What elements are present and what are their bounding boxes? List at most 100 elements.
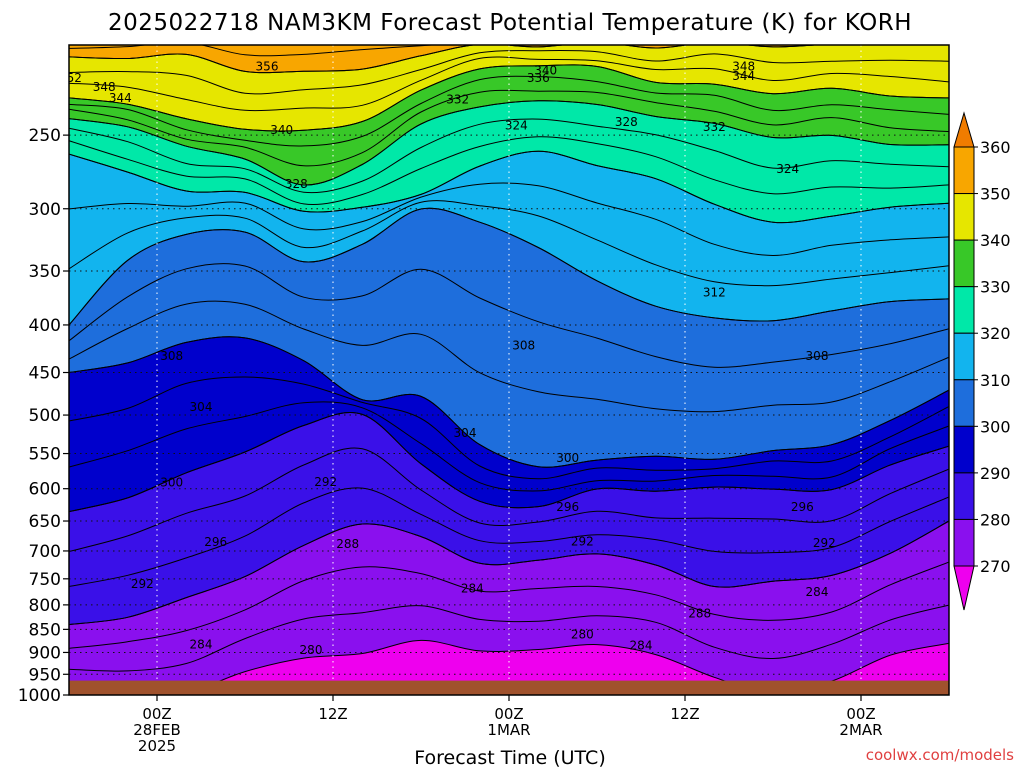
contour-label: 292 (813, 536, 836, 550)
contour-label: 288 (688, 606, 711, 620)
y-tick-label: 950 (29, 665, 61, 685)
y-tick-label: 450 (29, 364, 61, 384)
isotherm-line (69, 604, 949, 672)
isotherm-line (69, 412, 949, 513)
colorbar-legend: 360 350 340 330 320 310 300 290 280 270 (953, 111, 1011, 611)
ground-surface (69, 680, 949, 695)
x-tick-label: 2MAR (839, 721, 882, 739)
contour-label: 336 (527, 71, 550, 85)
contour-label: 288 (336, 537, 359, 551)
contour-label: 292 (131, 577, 154, 591)
isotherm-line (69, 487, 949, 587)
colorbar-bottom-arrow (953, 565, 975, 611)
y-tick-label: 300 (29, 200, 61, 220)
y-tick-label: 350 (29, 262, 61, 282)
x-tick-label: 12Z (318, 705, 347, 723)
contour-label: 304 (454, 426, 477, 440)
contour-label: 344 (732, 69, 755, 83)
x-tick-label: 00Z (846, 705, 875, 723)
contour-label: 348 (93, 80, 116, 94)
colorbar-swatch (953, 193, 975, 241)
colorbar-swatch (953, 518, 975, 567)
colorbar-label: 350 (980, 185, 1011, 204)
y-tick-label: 750 (29, 570, 61, 590)
isotherm-line (69, 75, 949, 147)
contour-label: 356 (256, 60, 279, 74)
colorbar-swatch (953, 425, 975, 474)
x-tick-label: 1MAR (487, 721, 530, 739)
contour-label: 284 (190, 637, 213, 651)
colorbar-swatch (953, 379, 975, 427)
y-tick-label: 600 (29, 480, 61, 500)
contour-label: 332 (703, 120, 726, 134)
colorbar-label: 270 (980, 557, 1011, 576)
contour-label: 300 (160, 476, 183, 490)
contour-label: 352 (59, 71, 82, 85)
contour-label: 280 (300, 643, 323, 657)
grid-lines (69, 45, 949, 695)
contour-label: 340 (534, 63, 557, 77)
contour-label: 284 (461, 581, 484, 595)
contour-label: 308 (512, 339, 535, 353)
isotherm-line (69, 447, 949, 552)
contour-label: 284 (630, 639, 653, 653)
isotherm-line (69, 45, 439, 57)
isotherm-line (69, 200, 949, 287)
contour-label: 328 (285, 177, 308, 191)
contour-label: 348 (732, 60, 755, 74)
contour-label: 328 (615, 115, 638, 129)
watermark: coolwx.com/models (866, 746, 1014, 764)
y-axis: 250 300 350 400 450 500 550 600 650 700 750 800 850 9… (18, 126, 69, 706)
isotherm-line (69, 262, 949, 368)
y-tick-label: 700 (29, 542, 61, 562)
colorbar-label: 300 (980, 417, 1011, 436)
colorbar-label: 340 (980, 231, 1011, 250)
y-tick-label: 800 (29, 596, 61, 616)
contour-label: 300 (556, 451, 579, 465)
x-tick-label: 00Z (142, 705, 171, 723)
contour-label: 308 (806, 349, 829, 363)
contour-label: 292 (314, 475, 337, 489)
contour-label: 312 (703, 285, 726, 299)
y-tick-label: 1000 (18, 686, 61, 706)
contour-label: 324 (776, 162, 799, 176)
y-tick-label: 900 (29, 643, 61, 663)
contour-label: 296 (556, 500, 579, 514)
contour-label: 344 (109, 91, 132, 105)
isotherm-line (69, 401, 949, 492)
isotherm-line (69, 89, 949, 167)
isotherm-line (69, 336, 949, 468)
isotherm-line (69, 118, 949, 194)
y-tick-label: 550 (29, 445, 61, 465)
isotherm-line (69, 136, 949, 205)
contour-label: 304 (190, 400, 213, 414)
contour-label: 280 (571, 628, 594, 642)
isotherm-line (69, 100, 949, 186)
chart-title: 2025022718 NAM3KM Forecast Potential Tem… (108, 10, 912, 36)
isotherm-line (69, 376, 949, 480)
contour-label: 296 (791, 500, 814, 514)
colorbar-top-arrow (953, 111, 975, 148)
contour-label: 308 (160, 349, 183, 363)
contour-label: 292 (571, 535, 594, 549)
isotherm-line (69, 182, 949, 257)
colorbar-swatch (953, 286, 975, 334)
colorbar-label: 310 (980, 371, 1011, 390)
contour-bands (69, 45, 949, 695)
x-tick-label: 2025 (138, 737, 176, 755)
contour-label: 332 (446, 93, 469, 107)
colorbar-label: 330 (980, 278, 1011, 297)
colorbar-label: 290 (980, 464, 1011, 483)
isotherm-line (69, 300, 949, 413)
colorbar-label: 320 (980, 324, 1011, 343)
x-axis-label: Forecast Time (UTC) (414, 747, 605, 768)
colorbar-swatch (953, 472, 975, 520)
colorbar-swatch (953, 146, 975, 195)
y-tick-label: 250 (29, 126, 61, 146)
x-tick-label: 28FEB (133, 721, 180, 739)
contour-label: 296 (204, 535, 227, 549)
y-tick-label: 850 (29, 620, 61, 640)
